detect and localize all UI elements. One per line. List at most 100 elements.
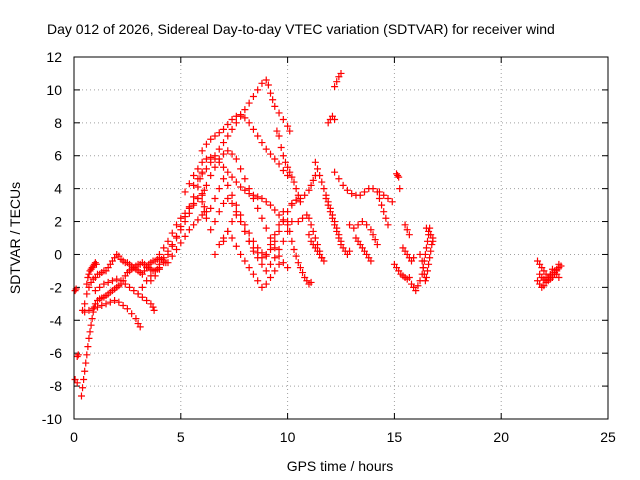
y-tick-labels: -10 -8 -6 -4 -2 0 2 4 6 8 10 12: [42, 49, 62, 427]
data-point-marker: [292, 252, 300, 260]
data-point-marker: [224, 168, 232, 176]
data-point-marker: [215, 129, 223, 137]
data-point-marker: [267, 150, 275, 158]
data-point-marker: [237, 250, 245, 258]
data-point-marker: [346, 247, 354, 255]
data-point-marker: [232, 211, 240, 219]
data-point-marker: [249, 92, 257, 100]
data-point-marker: [288, 173, 296, 181]
data-point-marker: [164, 259, 172, 267]
data-point-marker: [237, 165, 245, 173]
data-point-marker: [91, 287, 99, 295]
data-point-marker: [96, 283, 104, 291]
data-point-marker: [371, 236, 379, 244]
data-point-marker: [87, 321, 95, 329]
data-point-marker: [267, 201, 275, 209]
data-point-marker: [128, 310, 136, 318]
data-point-marker: [281, 158, 289, 166]
data-point-marker: [394, 171, 402, 179]
data-point-marker: [194, 183, 202, 191]
data-point-marker: [211, 250, 219, 258]
y-tick-label: 8: [54, 115, 62, 131]
data-point-marker: [275, 221, 283, 229]
data-point-marker: [211, 163, 219, 171]
data-point-marker: [249, 270, 257, 278]
data-point-marker: [123, 305, 131, 313]
data-point-marker: [299, 269, 307, 277]
data-point-marker: [194, 165, 202, 173]
data-point-marker: [220, 150, 228, 158]
data-point-marker: [88, 315, 96, 323]
data-point-marker: [296, 195, 304, 203]
data-point-marker: [228, 234, 236, 242]
data-point-marker: [262, 280, 270, 288]
data-point-marker: [245, 264, 253, 272]
data-point-marker: [224, 120, 232, 128]
data-point-marker: [74, 351, 82, 359]
data-point-marker: [138, 293, 146, 301]
data-point-marker: [224, 132, 232, 140]
data-point-marker: [318, 254, 326, 262]
data-point-marker: [202, 181, 210, 189]
data-point-marker: [202, 155, 210, 163]
data-point-marker: [85, 306, 93, 314]
data-point-marker: [84, 343, 92, 351]
data-point-marker: [232, 155, 240, 163]
data-point-marker: [271, 155, 279, 163]
data-point-marker: [85, 334, 93, 342]
data-point-marker: [305, 231, 313, 239]
data-point-marker: [181, 209, 189, 217]
data-point-marker: [275, 252, 283, 260]
data-point-marker: [220, 234, 228, 242]
data-point-marker: [299, 214, 307, 222]
data-point-marker: [286, 168, 294, 176]
data-point-marker: [427, 247, 435, 255]
data-point-marker: [388, 198, 396, 206]
y-tick-label: 10: [46, 82, 62, 98]
data-point-marker: [339, 181, 347, 189]
data-point-marker: [262, 224, 270, 232]
data-point-marker: [271, 244, 279, 252]
data-point-marker: [267, 273, 275, 281]
data-point-marker: [331, 221, 339, 229]
data-point-marker: [322, 195, 330, 203]
data-point-marker: [185, 204, 193, 212]
data-point-marker: [177, 226, 185, 234]
data-point-marker: [271, 231, 279, 239]
data-point-marker: [241, 114, 249, 122]
data-point-marker: [279, 116, 287, 124]
data-point-marker: [412, 287, 420, 295]
y-tick-label: -8: [50, 378, 63, 394]
data-point-marker: [150, 306, 158, 314]
data-point-marker: [220, 175, 228, 183]
data-point-marker: [173, 234, 181, 242]
data-point-marker: [98, 301, 106, 309]
data-point-marker: [395, 267, 403, 275]
data-point-marker: [410, 254, 418, 262]
data-point-marker: [228, 150, 236, 158]
data-point-marker: [237, 183, 245, 191]
data-point-marker: [215, 145, 223, 153]
data-point-marker: [91, 259, 99, 267]
y-tick-label: -4: [50, 312, 63, 328]
data-point-marker: [224, 147, 232, 155]
data-point-marker: [279, 208, 287, 216]
data-point-marker: [405, 231, 413, 239]
data-point-marker: [228, 125, 236, 133]
data-point-marker: [177, 239, 185, 247]
data-point-marker: [369, 231, 377, 239]
data-point-marker: [232, 112, 240, 120]
data-point-marker: [378, 201, 386, 209]
data-point-marker: [119, 301, 127, 309]
data-point-marker: [130, 287, 138, 295]
data-point-marker: [275, 109, 283, 117]
data-point-marker: [337, 241, 345, 249]
y-tick-label: 4: [54, 181, 62, 197]
data-point-marker: [326, 208, 334, 216]
data-points: [71, 69, 565, 400]
data-point-marker: [77, 392, 85, 400]
data-point-marker: [384, 195, 392, 203]
data-point-marker: [249, 247, 257, 255]
data-point-marker: [405, 273, 413, 281]
data-point-marker: [200, 208, 208, 216]
